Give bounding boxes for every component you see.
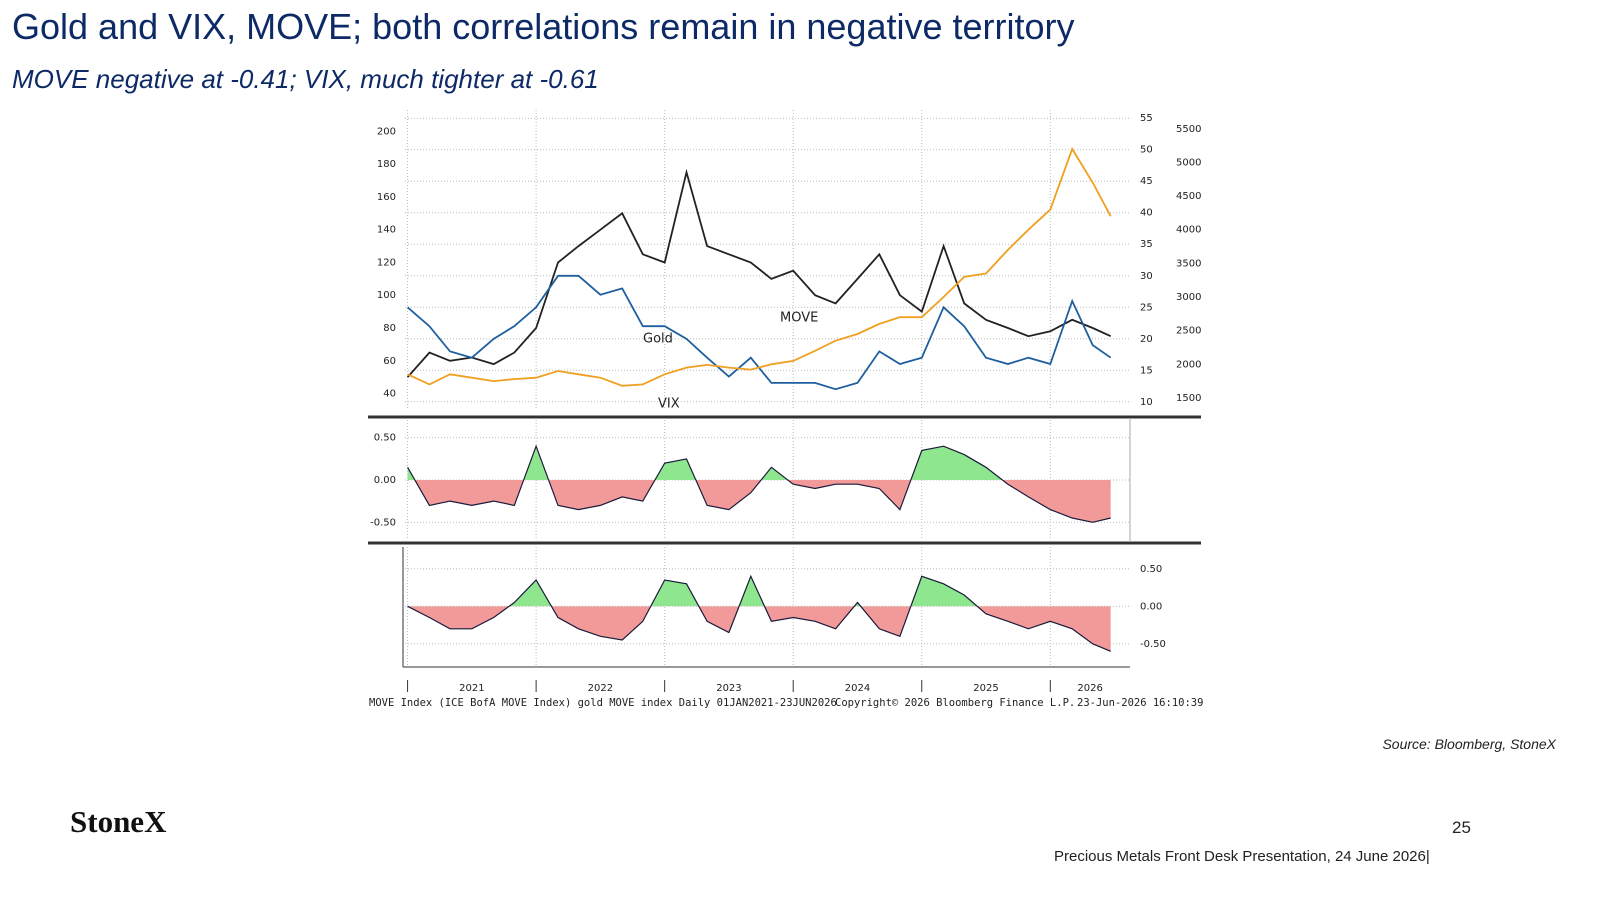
x-tick-label: 2023 [716, 683, 741, 694]
y-tick-label: 0.50 [1140, 564, 1162, 575]
y2-tick-label: 20 [1140, 334, 1153, 345]
x-tick-label: 2022 [588, 683, 613, 694]
chart-footnote: MOVE Index (ICE BofA MOVE Index) gold MO… [369, 697, 837, 709]
y-tick-label: 0.00 [374, 475, 396, 486]
y2-tick-label: 55 [1140, 113, 1153, 124]
logo: StoneX [70, 804, 167, 839]
slide-title: Gold and VIX, MOVE; both correlations re… [12, 6, 1075, 47]
y-tick-label: 80 [383, 323, 396, 334]
y-tick-label: 120 [377, 257, 396, 268]
y3-tick-label: 2500 [1176, 326, 1201, 337]
chart-copyright: Copyright© 2026 Bloomberg Finance L.P. [835, 697, 1075, 709]
negative-area [407, 480, 1111, 523]
y2-tick-label: 10 [1140, 397, 1153, 408]
negative-area [407, 606, 1111, 652]
series-label: MOVE [780, 311, 818, 326]
chart-timestamp: 23-Jun-2026 16:10:39 [1077, 697, 1203, 709]
y-tick-label: -0.50 [370, 517, 396, 528]
y2-tick-label: 40 [1140, 208, 1153, 219]
y2-tick-label: 25 [1140, 302, 1153, 313]
y-tick-label: 40 [383, 389, 396, 400]
x-tick-label: 2025 [973, 683, 998, 694]
y3-tick-label: 3500 [1176, 258, 1201, 269]
y-tick-label: 200 [377, 126, 396, 137]
x-tick-label: 2024 [845, 683, 870, 694]
y-tick-label: 100 [377, 290, 396, 301]
y2-tick-label: 50 [1140, 145, 1153, 156]
series-line [407, 274, 1112, 391]
series-line [407, 146, 1112, 387]
slide-subtitle: MOVE negative at -0.41; VIX, much tighte… [12, 64, 599, 94]
y-tick-label: -0.50 [1140, 639, 1166, 650]
series-label: Gold [643, 332, 673, 347]
y3-tick-label: 5000 [1176, 157, 1201, 168]
y3-tick-label: 4500 [1176, 191, 1201, 202]
correlation-line [407, 574, 1111, 652]
y3-tick-label: 1500 [1176, 393, 1201, 404]
y2-tick-label: 45 [1140, 176, 1153, 187]
y-tick-label: 0.00 [1140, 601, 1162, 612]
y3-tick-label: 5500 [1176, 124, 1201, 135]
x-tick-label: 2021 [459, 683, 484, 694]
positive-area [407, 576, 1111, 607]
correlation-line [407, 444, 1111, 523]
positive-area [407, 446, 1111, 480]
y-tick-label: 60 [383, 356, 396, 367]
y-tick-label: 140 [377, 225, 396, 236]
y3-tick-label: 3000 [1176, 292, 1201, 303]
source: Source: Bloomberg, StoneX [1382, 736, 1556, 752]
y-tick-label: 180 [377, 159, 396, 170]
y3-tick-label: 4000 [1176, 225, 1201, 236]
y-tick-label: 160 [377, 192, 396, 203]
y2-tick-label: 15 [1140, 365, 1153, 376]
y3-tick-label: 2000 [1176, 359, 1201, 370]
footer: Precious Metals Front Desk Presentation,… [1054, 848, 1430, 865]
series-label: VIX [658, 397, 680, 412]
page-number: 25 [1452, 818, 1471, 837]
y2-tick-label: 30 [1140, 271, 1153, 282]
series-line [406, 168, 1112, 378]
y2-tick-label: 35 [1140, 239, 1153, 250]
y-tick-label: 0.50 [374, 433, 396, 444]
x-tick-label: 2026 [1077, 683, 1102, 694]
